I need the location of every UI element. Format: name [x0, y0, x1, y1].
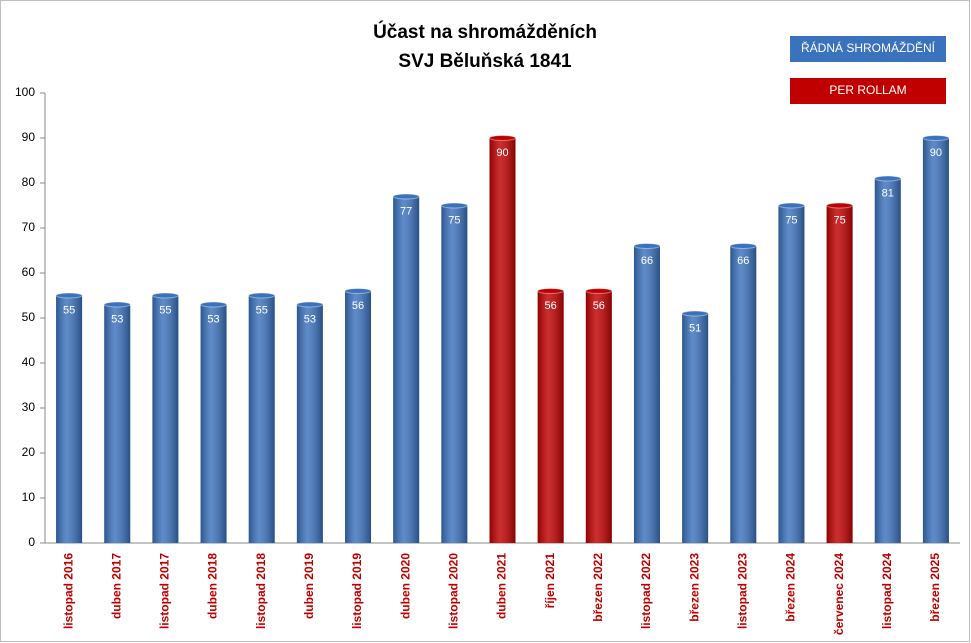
value-label: 90	[930, 147, 942, 159]
x-tick-label: listopad 2018	[254, 553, 268, 629]
value-label: 51	[689, 322, 701, 334]
value-label: 66	[737, 255, 749, 267]
x-tick-label: listopad 2023	[735, 553, 749, 629]
legend-swatch	[790, 78, 946, 104]
y-tick-label: 10	[22, 490, 36, 504]
x-tick-label: duben 2018	[206, 553, 220, 619]
y-tick-label: 90	[22, 130, 36, 144]
bar-cap	[440, 202, 468, 209]
bar-shade	[826, 205, 853, 543]
bar-shade	[56, 295, 83, 543]
bar-cap	[585, 288, 613, 294]
bar-cap	[296, 301, 324, 308]
bar-shade	[393, 196, 420, 543]
bar-cap	[729, 243, 757, 249]
bar-shade	[730, 246, 757, 543]
value-label: 56	[593, 300, 605, 312]
x-tick-label: říjen 2021	[543, 553, 557, 609]
y-tick-label: 40	[22, 355, 36, 369]
x-tick-label: březen 2024	[784, 553, 798, 622]
y-tick-label: 30	[22, 400, 36, 414]
bar-cap	[151, 292, 179, 299]
bar-shade	[345, 291, 372, 543]
legend-label: ŘÁDNÁ SHROMÁŽDĚNÍ	[801, 40, 936, 55]
bar-shade	[248, 295, 275, 543]
y-tick-label: 50	[22, 310, 36, 324]
bar-cap	[344, 288, 372, 294]
bar-shade	[633, 246, 660, 543]
x-tick-label: březen 2022	[591, 553, 605, 622]
chart-subtitle: SVJ Běluňská 1841	[398, 51, 572, 72]
value-label: 55	[159, 304, 171, 316]
value-label: 75	[833, 214, 845, 226]
bar-cap	[633, 243, 661, 249]
value-label: 81	[882, 187, 894, 199]
x-tick-label: listopad 2022	[639, 553, 653, 629]
y-tick-label: 70	[22, 220, 36, 234]
bar-cap	[922, 135, 950, 141]
x-tick-label: březen 2025	[928, 553, 942, 622]
bar-cap	[248, 292, 276, 299]
bar-shade	[296, 304, 323, 543]
value-label: 53	[207, 313, 219, 325]
x-tick-label: listopad 2020	[447, 553, 461, 629]
legend-label: PER ROLLAM	[829, 83, 906, 97]
value-label: 55	[256, 304, 268, 316]
y-tick-label: 0	[28, 535, 35, 549]
value-label: 56	[545, 300, 557, 312]
bar-shade	[585, 291, 612, 543]
bar-shade	[200, 304, 227, 543]
value-label: 66	[641, 255, 653, 267]
y-tick-label: 80	[22, 175, 36, 189]
value-label: 56	[352, 300, 364, 312]
bar-shade	[537, 291, 564, 543]
value-label: 55	[63, 304, 75, 316]
value-label: 90	[496, 147, 508, 159]
x-tick-label: březen 2023	[687, 553, 701, 622]
y-tick-label: 20	[22, 445, 36, 459]
bar-cap	[55, 292, 83, 299]
bar-shade	[778, 205, 805, 543]
value-label: 53	[111, 313, 123, 325]
bar-cap	[681, 310, 709, 317]
bar-shade	[682, 313, 709, 543]
x-tick-label: červenec 2024	[832, 553, 846, 635]
bar-shade	[874, 178, 901, 543]
value-label: 75	[785, 214, 797, 226]
value-label: 77	[400, 205, 412, 217]
bar-cap	[826, 202, 854, 209]
x-tick-label: listopad 2019	[350, 553, 364, 629]
bar-cap	[537, 288, 565, 294]
x-tick-label: duben 2021	[495, 553, 509, 619]
chart-title: Účast na shromážděních	[373, 21, 597, 43]
bar-shade	[441, 205, 468, 543]
y-tick-label: 100	[15, 85, 35, 99]
y-tick-label: 60	[22, 265, 36, 279]
bar-cap	[103, 301, 131, 308]
bar-shade	[104, 304, 131, 543]
bar-cap	[489, 135, 516, 141]
bar-cap	[777, 202, 805, 209]
x-tick-label: duben 2017	[109, 553, 123, 619]
x-tick-label: duben 2020	[398, 553, 412, 619]
x-tick-label: listopad 2016	[61, 553, 75, 629]
bar-cap	[392, 193, 420, 200]
value-label: 53	[304, 313, 316, 325]
legend-swatch	[790, 36, 946, 62]
x-tick-label: duben 2019	[302, 553, 316, 619]
x-tick-label: listopad 2017	[158, 553, 172, 629]
bar-shade	[152, 295, 179, 543]
value-label: 75	[448, 214, 460, 226]
x-tick-label: listopad 2024	[880, 553, 894, 629]
bar-cap	[874, 175, 902, 182]
bar-shade	[922, 138, 949, 543]
bar-shade	[489, 138, 516, 543]
bar-cap	[200, 301, 228, 308]
